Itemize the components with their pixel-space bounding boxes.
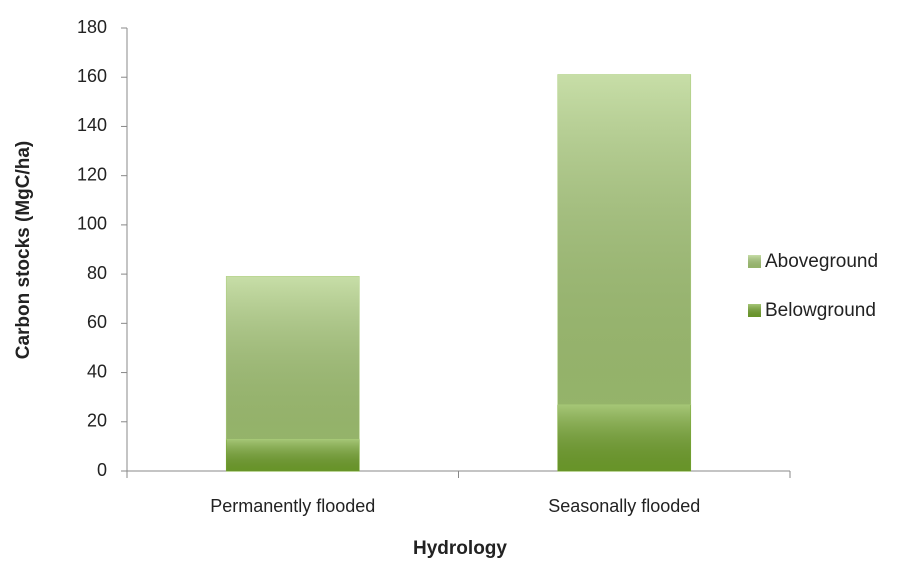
legend-swatch-shine (748, 255, 761, 268)
legend-label: Belowground (765, 300, 876, 321)
legend-swatch-shine (748, 304, 761, 317)
y-tick-label: 20 (87, 411, 107, 431)
y-tick-label: 160 (77, 66, 107, 86)
bar-shine (226, 276, 360, 440)
y-axis-title: Carbon stocks (MgC/ha) (13, 141, 34, 360)
bar-shine (557, 74, 691, 405)
bar-shine (226, 439, 360, 471)
y-tick-label: 80 (87, 263, 107, 283)
y-tick-label: 60 (87, 312, 107, 332)
y-tick-label: 140 (77, 115, 107, 135)
bar-shine (557, 404, 691, 471)
legend-label: Aboveground (765, 251, 878, 272)
y-tick-label: 40 (87, 361, 107, 381)
x-axis-title: Hydrology (413, 538, 507, 559)
y-tick-label: 100 (77, 214, 107, 234)
y-tick-label: 120 (77, 164, 107, 184)
x-tick-label: Permanently flooded (210, 496, 375, 516)
y-tick-label: 180 (77, 17, 107, 37)
y-tick-label: 0 (97, 460, 107, 480)
x-tick-label: Seasonally flooded (548, 496, 700, 516)
